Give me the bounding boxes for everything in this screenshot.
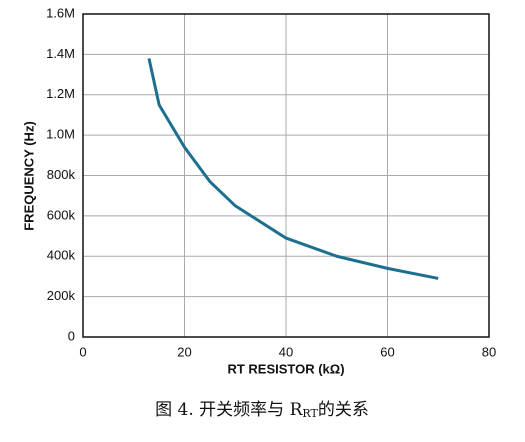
caption-text: 的关系 — [318, 400, 369, 420]
x-axis-label: RT RESISTOR (kΩ) — [227, 361, 344, 376]
y-tick-label: 600k — [47, 207, 76, 222]
x-tick-label: 0 — [79, 344, 86, 359]
y-tick-label: 1.0M — [46, 127, 75, 142]
y-tick-label: 1.4M — [46, 46, 75, 61]
y-tick-label: 1.2M — [46, 86, 75, 101]
y-tick-label: 0 — [68, 328, 75, 343]
y-tick-label: 1.6M — [46, 5, 75, 20]
caption-text: 图 4. 开关频率与 R — [155, 400, 303, 420]
line — [147, 58, 439, 280]
y-tick-label: 400k — [47, 248, 76, 263]
x-tick-label: 80 — [482, 344, 496, 359]
x-tick-label: 20 — [177, 344, 191, 359]
y-tick-label: 800k — [47, 167, 76, 182]
x-tick-label: 40 — [279, 344, 293, 359]
y-tick-label: 200k — [47, 288, 76, 303]
plot-frame — [82, 13, 490, 338]
caption-subscript: RT — [302, 407, 318, 420]
x-tick-label: 60 — [380, 344, 394, 359]
y-axis-label: FREQUENCY (Hz) — [21, 121, 36, 231]
caption: 图 4. 开关频率与 RRT的关系 — [155, 400, 369, 421]
